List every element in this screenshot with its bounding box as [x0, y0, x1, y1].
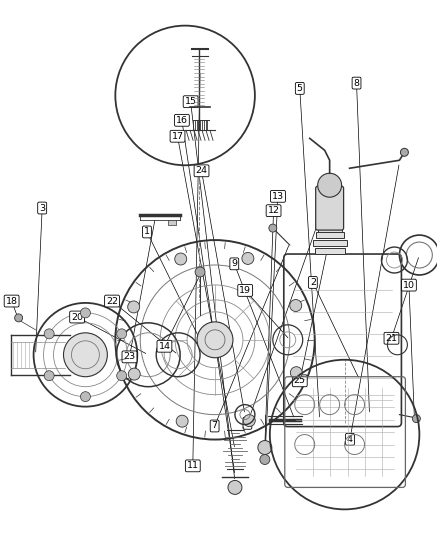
Circle shape [269, 224, 277, 232]
Text: 13: 13 [272, 192, 284, 201]
Circle shape [243, 415, 255, 426]
Text: 15: 15 [185, 97, 197, 106]
Text: 18: 18 [6, 296, 18, 305]
Text: 17: 17 [172, 132, 184, 141]
Circle shape [44, 329, 54, 339]
Text: 3: 3 [39, 204, 45, 213]
Text: 24: 24 [195, 166, 208, 175]
Circle shape [175, 253, 187, 265]
Circle shape [44, 371, 54, 381]
Text: 2: 2 [310, 278, 316, 287]
Text: 5: 5 [297, 84, 303, 93]
Circle shape [128, 368, 140, 380]
Circle shape [81, 308, 90, 318]
Text: 6: 6 [244, 419, 251, 428]
Text: 19: 19 [239, 286, 251, 295]
Circle shape [14, 314, 23, 322]
Bar [314, 248, 345, 254]
Text: 7: 7 [212, 422, 218, 431]
Text: 16: 16 [176, 116, 188, 125]
Circle shape [258, 441, 272, 455]
Circle shape [128, 301, 140, 313]
Text: 9: 9 [231, 260, 237, 268]
Circle shape [64, 333, 107, 377]
Circle shape [290, 300, 302, 311]
Text: 10: 10 [403, 280, 415, 289]
Circle shape [176, 415, 188, 427]
Text: 22: 22 [106, 296, 118, 305]
Circle shape [195, 267, 205, 277]
Circle shape [242, 253, 254, 264]
Bar [168, 220, 176, 225]
Text: 14: 14 [159, 342, 170, 351]
Text: 8: 8 [353, 78, 360, 87]
Circle shape [260, 455, 270, 464]
Circle shape [81, 392, 90, 402]
Text: 12: 12 [268, 206, 279, 215]
Bar [316, 232, 343, 238]
Circle shape [413, 415, 420, 423]
Text: 4: 4 [347, 435, 353, 444]
Circle shape [117, 371, 127, 381]
Text: 23: 23 [124, 352, 135, 361]
Circle shape [228, 480, 242, 495]
Bar [318, 226, 342, 232]
Text: 1: 1 [144, 228, 150, 237]
Text: 21: 21 [385, 334, 397, 343]
Text: 20: 20 [71, 312, 83, 321]
FancyBboxPatch shape [316, 186, 343, 230]
Circle shape [117, 329, 127, 339]
Bar [313, 240, 346, 246]
Circle shape [318, 173, 342, 197]
Circle shape [197, 322, 233, 358]
Circle shape [290, 367, 302, 378]
Circle shape [400, 148, 408, 156]
Text: 11: 11 [187, 462, 199, 470]
Text: 25: 25 [294, 376, 306, 385]
